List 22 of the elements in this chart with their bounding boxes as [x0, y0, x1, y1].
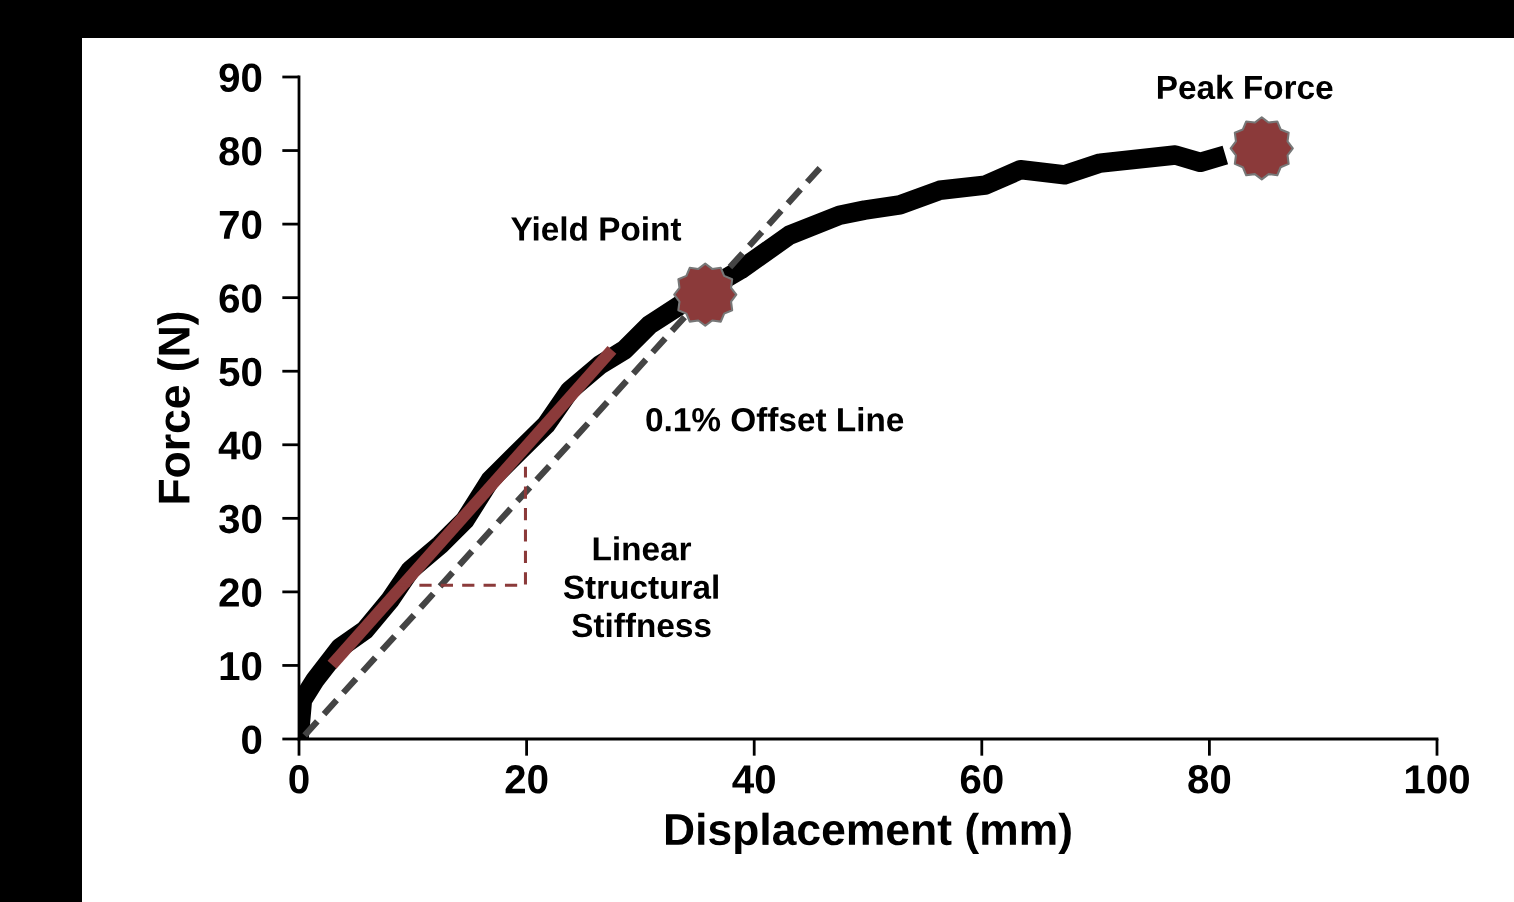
- annotation: Peak Force: [1157, 74, 1333, 100]
- x-tick-label: 40: [732, 765, 775, 794]
- y-tick-label: 40: [218, 431, 262, 460]
- x-tick-label: 60: [960, 765, 1003, 794]
- annotation: Yield Point: [511, 216, 682, 241]
- y-tick-label: 80: [219, 137, 262, 166]
- x-tick-label: 80: [1188, 765, 1231, 794]
- x-tick-label: 20: [505, 765, 548, 794]
- y-tick-label: 60: [219, 284, 262, 313]
- y-tick-label: 10: [220, 651, 262, 681]
- y-axis-title: Force (N): [157, 312, 199, 503]
- annotation: Linear Structural Stiffness: [563, 536, 718, 638]
- x-tick-label: 100: [1405, 765, 1469, 794]
- y-tick-label: 90: [219, 63, 262, 92]
- y-tick-label: 70: [219, 210, 262, 240]
- x-axis-title: Displacement (mm): [665, 812, 1071, 855]
- y-tick-label: 30: [219, 504, 262, 534]
- y-tick-label: 20: [219, 578, 262, 607]
- annotation: 0.1% Offset Line: [646, 407, 904, 432]
- x-tick-label: 0: [289, 765, 309, 794]
- y-tick-label: 0: [242, 725, 262, 754]
- y-tick-label: 50: [219, 357, 262, 387]
